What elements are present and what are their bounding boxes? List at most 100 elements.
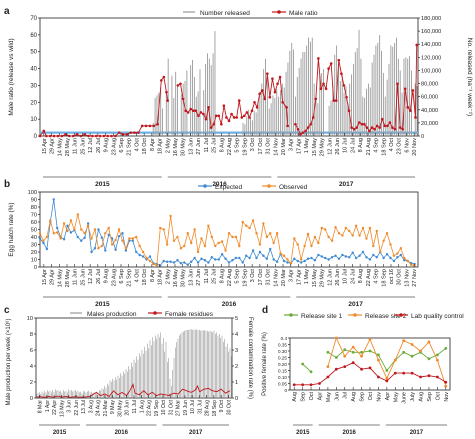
year-label: 2015 [95, 301, 110, 308]
point-lab-quality-control [360, 367, 363, 371]
point-male-ratio [414, 116, 417, 119]
point-lab-quality-control [309, 383, 313, 387]
panel-d: Release site 1 Release site 2 Lab quality … [262, 313, 464, 436]
x-tick-label: 3 Apr [289, 269, 295, 282]
point-observed [93, 228, 97, 231]
point-male-ratio [140, 124, 144, 128]
point-expected [293, 257, 296, 260]
point-male-ratio [94, 134, 98, 138]
x-tick-label: 8 Apr [150, 269, 156, 282]
y-tick-label: 2 [30, 380, 33, 386]
point-observed [110, 243, 114, 246]
x-tick-label: 1 Aug [139, 400, 145, 413]
point-observed [406, 259, 409, 263]
line-release-site-1 [302, 363, 312, 373]
x-tick-label: 11 Jul [132, 400, 138, 413]
x-tick-label: 25 Jun [80, 269, 86, 286]
point-male-ratio [398, 126, 402, 129]
x-tick-label: 11 Jul [204, 138, 210, 153]
y2-tick-label: 100,000 [421, 68, 441, 74]
point-observed [86, 224, 90, 227]
point-observed [337, 232, 341, 235]
point-release-site-2 [427, 340, 431, 344]
point-observed [186, 232, 189, 235]
x-tick-label: 9 Oct [219, 399, 225, 412]
year-label: 2017 [348, 301, 363, 308]
point-observed [128, 237, 131, 240]
y2-tick-label: 40,000 [421, 108, 438, 114]
point-expected [238, 256, 241, 260]
point-male-ratio [286, 124, 290, 128]
point-expected [313, 259, 317, 262]
x-tick-label: July [410, 392, 416, 402]
point-observed [396, 252, 399, 255]
point-male-ratio [87, 134, 90, 138]
point-expected [138, 253, 141, 257]
x-tick-label: 3 Aug [88, 400, 94, 413]
point-observed [214, 244, 217, 248]
point-observed [220, 240, 224, 243]
x-tick-label: 12 Jun [327, 269, 333, 286]
point-male-ratio [391, 126, 394, 129]
point-observed [83, 232, 86, 235]
point-expected [385, 253, 389, 256]
point-observed [193, 228, 196, 231]
point-observed [196, 250, 200, 254]
y-tick-label: 10 [30, 117, 37, 123]
point-male-ratio [306, 126, 310, 129]
point-male-ratio [56, 134, 60, 138]
y-axis-title: Egg hatch rate (%) [8, 202, 15, 256]
x-tick-label: Sep [360, 392, 366, 402]
x-tick-label: Oct [435, 392, 441, 401]
point-observed [361, 226, 365, 230]
point-male-ratio [45, 134, 48, 138]
point-observed [348, 229, 351, 233]
y-tick-label: 8 [30, 332, 33, 338]
point-male-ratio [347, 109, 351, 113]
point-expected [76, 235, 80, 239]
point-expected [186, 263, 189, 266]
point-male-ratio [255, 106, 259, 109]
point-expected [220, 253, 224, 256]
point-observed [382, 239, 385, 242]
point-observed [293, 237, 296, 240]
legend-label: Number released [200, 10, 250, 17]
point-male-ratio [365, 126, 369, 129]
point-lab-quality-control [402, 371, 406, 375]
x-tick-label: 15 Apr [42, 269, 48, 285]
point-expected [334, 254, 337, 257]
point-male-ratio [340, 72, 343, 75]
legend-marker [203, 184, 207, 188]
y2-tick-label: 140,000 [421, 42, 441, 48]
x-tick-label: 4 Sep [374, 269, 380, 284]
point-observed [385, 232, 389, 235]
y2-tick-label: 180,000 [421, 16, 441, 22]
point-expected [224, 257, 227, 260]
point-expected [124, 249, 128, 252]
point-expected [210, 256, 214, 259]
point-observed [265, 235, 268, 239]
y2-tick-label: 20,000 [421, 121, 438, 127]
x-tick-label: 8 Aug [358, 138, 364, 152]
y-tick-label: 0.30 [278, 349, 287, 354]
x-tick-label: Aug [419, 392, 425, 402]
point-observed [244, 224, 248, 227]
y2-tick-label: 60,000 [421, 95, 438, 101]
point-observed [392, 254, 396, 257]
year-label: 2017 [410, 430, 424, 436]
point-observed [66, 229, 69, 233]
x-tick-label: 17 Oct [258, 269, 264, 286]
x-tick-label: 20 Nov [412, 138, 418, 156]
x-tick-label: 1 Apr [45, 400, 51, 412]
point-male-ratio [314, 97, 318, 101]
x-tick-label: 28 Aug [205, 400, 211, 416]
x-tick-label: 11 Jul [204, 269, 210, 284]
x-tick-label: 25 Jul [212, 269, 218, 284]
point-expected [196, 261, 200, 264]
point-male-ratio [199, 111, 203, 114]
point-expected [121, 232, 124, 235]
line-male-ratio [39, 75, 169, 137]
legend-label: Female residues [165, 311, 214, 318]
point-expected [217, 258, 220, 261]
